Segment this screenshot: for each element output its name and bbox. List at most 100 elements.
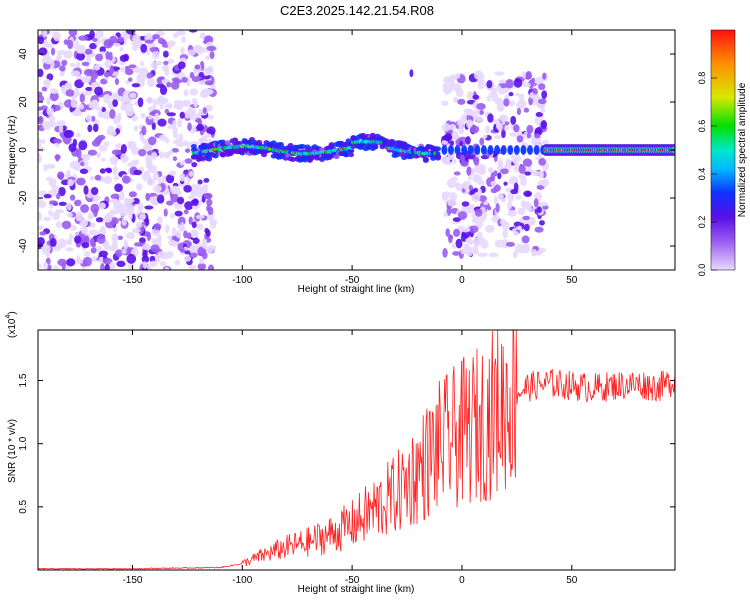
heatmap-cell	[495, 203, 500, 213]
heatmap-cell	[59, 71, 65, 77]
heatmap-cell	[57, 238, 67, 249]
heatmap-cell	[456, 118, 465, 127]
heatmap-cell	[487, 205, 492, 211]
heatmap-cell	[529, 92, 535, 99]
heatmap-cell	[67, 178, 74, 187]
heatmap-cell	[69, 233, 74, 240]
heatmap-cell	[108, 130, 117, 137]
heatmap-cell	[155, 61, 163, 66]
heatmap-cell	[503, 181, 508, 186]
heatmap-cell	[103, 214, 113, 223]
heatmap-cell	[454, 73, 461, 79]
heatmap-cell	[472, 94, 480, 100]
heatmap-cell	[202, 107, 207, 114]
heatmap-cell	[180, 47, 185, 55]
heatmap-cell	[95, 136, 103, 142]
heatmap-cell	[89, 42, 97, 50]
heatmap-cell	[449, 140, 455, 146]
heatmap-cell	[38, 36, 44, 45]
y-scale-exponent: 4	[5, 315, 12, 319]
top-axes: -150 -100 -50 0 50 -40 -20 0 20 40	[18, 30, 675, 286]
heatmap-cell	[132, 44, 138, 52]
heatmap-cell	[408, 153, 415, 159]
heatmap-cell	[522, 215, 531, 221]
heatmap-cell	[458, 124, 465, 135]
heatmap-cell	[206, 198, 213, 207]
heatmap-cell	[465, 205, 474, 210]
heatmap-cell	[520, 174, 526, 181]
y-tick-label: 1.0	[18, 436, 29, 450]
x-tick-label: 0	[459, 575, 465, 586]
heatmap-cell	[121, 248, 127, 254]
heatmap-cell	[55, 138, 62, 144]
heatmap-cell	[39, 231, 47, 236]
heatmap-cell	[191, 204, 200, 210]
heatmap-cell	[78, 35, 89, 41]
heatmap-cell	[58, 201, 67, 207]
heatmap-cell	[189, 88, 199, 96]
heatmap-cell	[500, 145, 507, 155]
heatmap-cell	[477, 252, 484, 257]
heatmap-cell	[90, 203, 100, 214]
heatmap-cell	[538, 170, 544, 180]
heatmap-cell	[389, 139, 396, 145]
heatmap-cell	[146, 72, 154, 79]
heatmap-cell	[111, 149, 122, 156]
heatmap-cell	[55, 154, 60, 162]
heatmap-cell	[536, 206, 542, 214]
heatmap-cell	[182, 101, 192, 108]
heatmap-cell	[120, 152, 127, 162]
heatmap-cell	[473, 156, 480, 166]
heatmap-cell	[161, 175, 168, 184]
heatmap-cell	[461, 201, 470, 207]
heatmap-cell	[176, 196, 185, 205]
heatmap-cell	[494, 134, 502, 140]
heatmap-cell	[142, 261, 148, 269]
heatmap-cell	[503, 98, 510, 107]
heatmap-cell	[468, 185, 474, 191]
heatmap-cell	[461, 145, 468, 155]
heatmap-cell	[171, 147, 179, 153]
heatmap-cell	[47, 120, 57, 128]
heatmap-cell	[164, 108, 170, 114]
heatmap-cell	[507, 145, 514, 155]
heatmap-cell	[116, 260, 126, 268]
heatmap-cell	[452, 251, 461, 256]
heatmap-cell	[479, 109, 484, 116]
heatmap-cell	[50, 238, 57, 247]
heatmap-cell	[87, 149, 98, 156]
y-tick-label: 20	[18, 96, 29, 108]
heatmap-cell	[55, 220, 62, 229]
heatmap-cell	[538, 83, 546, 91]
heatmap-cell	[109, 261, 116, 270]
heatmap-cell	[117, 112, 122, 122]
heatmap-cell	[95, 106, 103, 111]
heatmap-cell	[200, 136, 208, 143]
heatmap-cell	[446, 178, 457, 189]
heatmap-cell	[91, 37, 98, 42]
heatmap-cell	[496, 102, 505, 112]
heatmap-cell	[43, 216, 52, 222]
heatmap-cell	[466, 166, 472, 176]
heatmap-cell	[64, 82, 71, 90]
heatmap-cell	[195, 45, 204, 55]
heatmap-cell	[147, 77, 155, 88]
heatmap-cell	[501, 129, 506, 139]
heatmap-cell	[168, 239, 176, 247]
heatmap-cell	[129, 141, 137, 149]
heatmap-cell	[90, 186, 99, 196]
heatmap-cell	[515, 92, 520, 97]
heatmap-cell	[44, 43, 54, 48]
heatmap-cell	[538, 98, 547, 105]
heatmap-cell	[467, 175, 473, 181]
heatmap-cell	[117, 36, 125, 43]
heatmap-cell	[206, 205, 211, 212]
colorbar: 0.0 0.2 0.4 0.6 0.8 Normalized spectral ampl…	[697, 29, 748, 276]
heatmap-cell	[48, 115, 56, 122]
heatmap-cell	[73, 199, 82, 207]
heatmap-cell	[490, 187, 498, 194]
heatmap-cell	[95, 246, 103, 251]
heatmap-cell	[103, 176, 113, 185]
heatmap-cell	[65, 89, 75, 97]
